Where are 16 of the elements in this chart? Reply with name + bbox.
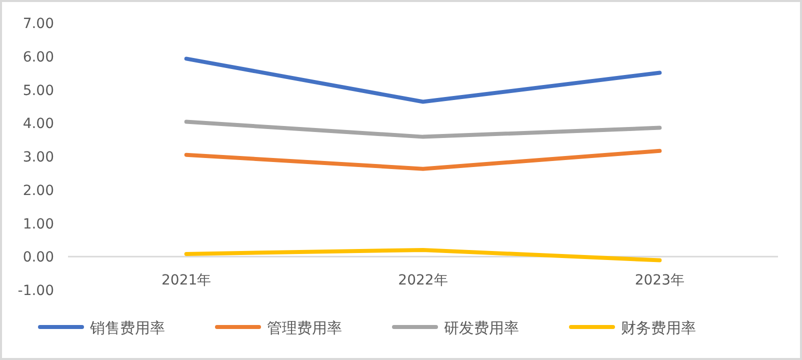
legend-label: 销售费用率	[89, 319, 165, 337]
x-tick-label: 2021年	[162, 272, 212, 289]
x-tick-label: 2022年	[398, 272, 448, 289]
y-tick-label: 5.00	[22, 82, 54, 99]
y-tick-label: 1.00	[22, 216, 54, 232]
x-tick-label: 2023年	[634, 272, 684, 289]
legend-label: 管理费用率	[267, 319, 342, 337]
y-tick-label: 4.00	[22, 116, 54, 132]
y-tick-label: 2.00	[22, 182, 54, 199]
legend-label: 财务费用率	[621, 319, 696, 337]
y-tick-label: 3.00	[22, 150, 54, 166]
y-tick-label: 0.00	[22, 250, 54, 266]
y-tick-label: 7.00	[22, 16, 54, 32]
y-tick-label: 6.00	[22, 49, 54, 66]
legend-label: 研发费用率	[444, 319, 519, 337]
y-tick-label: -1.00	[18, 283, 54, 299]
